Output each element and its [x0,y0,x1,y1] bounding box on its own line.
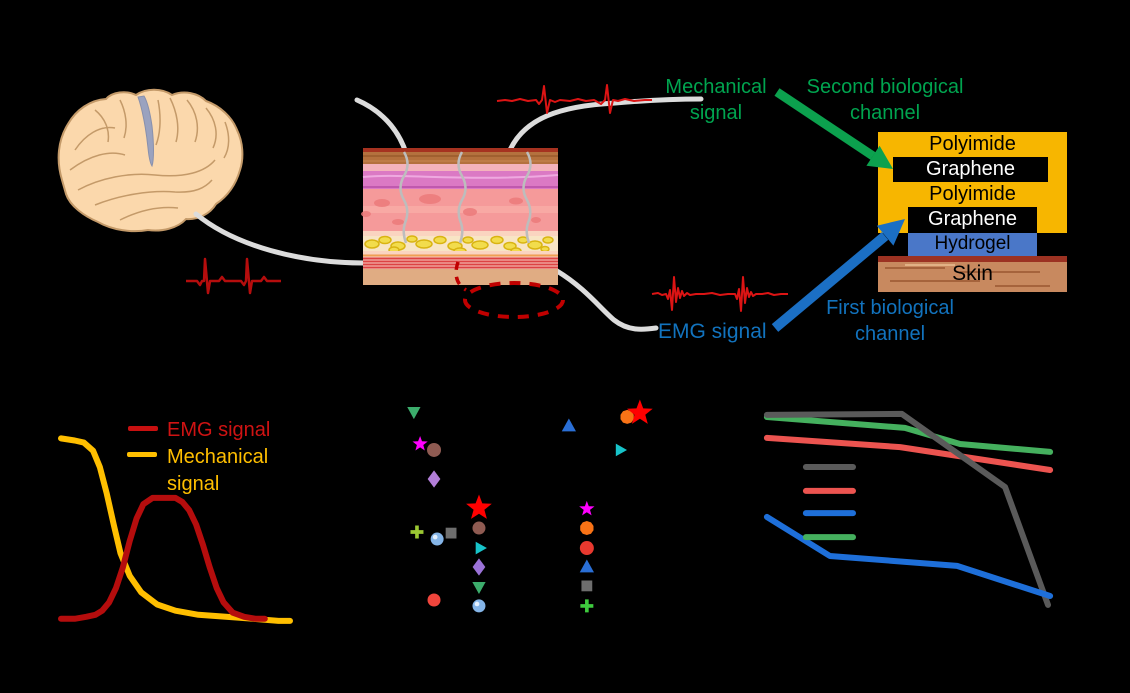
ecg-trace-brain [186,257,281,295]
emg-signal-label: EMG signal [658,320,767,343]
multi-line-chart [763,410,1054,608]
legend-label-emg: EMG signal [167,419,271,441]
intramuscular-electrodes [399,151,532,244]
stack-layer-polyimide-top: Polyimide [929,133,1016,155]
brain-illustration [57,88,244,233]
dashed-recording-region [454,261,565,319]
emg-burst-trace [651,276,788,312]
second-biological-channel-label: Second biological channel [806,76,964,124]
brain-central-sulcus [137,95,154,168]
stack-layer-hydrogel: Hydrogel [934,232,1011,254]
emg-mechanical-line-chart [58,435,293,624]
green-arrow [774,88,893,169]
wire-muscle-to-mechanical [507,96,704,153]
legend-swatch-mechanical [127,452,157,457]
first-biological-channel-label: First biological channel [826,297,954,345]
electrode-wires [193,96,704,332]
wire-brain-to-muscle [193,211,367,266]
mechanical-signal-label: Mechanical signal [665,76,767,124]
wire-muscle-to-emg [554,268,659,332]
device-stack [878,132,1067,292]
stack-layer-graphene-bottom: Graphene [928,208,1017,230]
legend-swatch-emg [128,426,158,431]
wire-muscle-top-left [354,97,409,156]
marker-scatter-chart [407,399,653,613]
ecg-trace-top [496,84,652,114]
legend-label-mechanical: Mechanical signal [167,446,269,495]
stack-layer-polyimide-mid: Polyimide [929,182,1016,205]
stack-layer-skin: Skin [952,262,993,285]
muscle-tissue-block [361,148,559,285]
blue-arrow [771,219,905,332]
stack-layer-graphene-top: Graphene [926,158,1015,180]
